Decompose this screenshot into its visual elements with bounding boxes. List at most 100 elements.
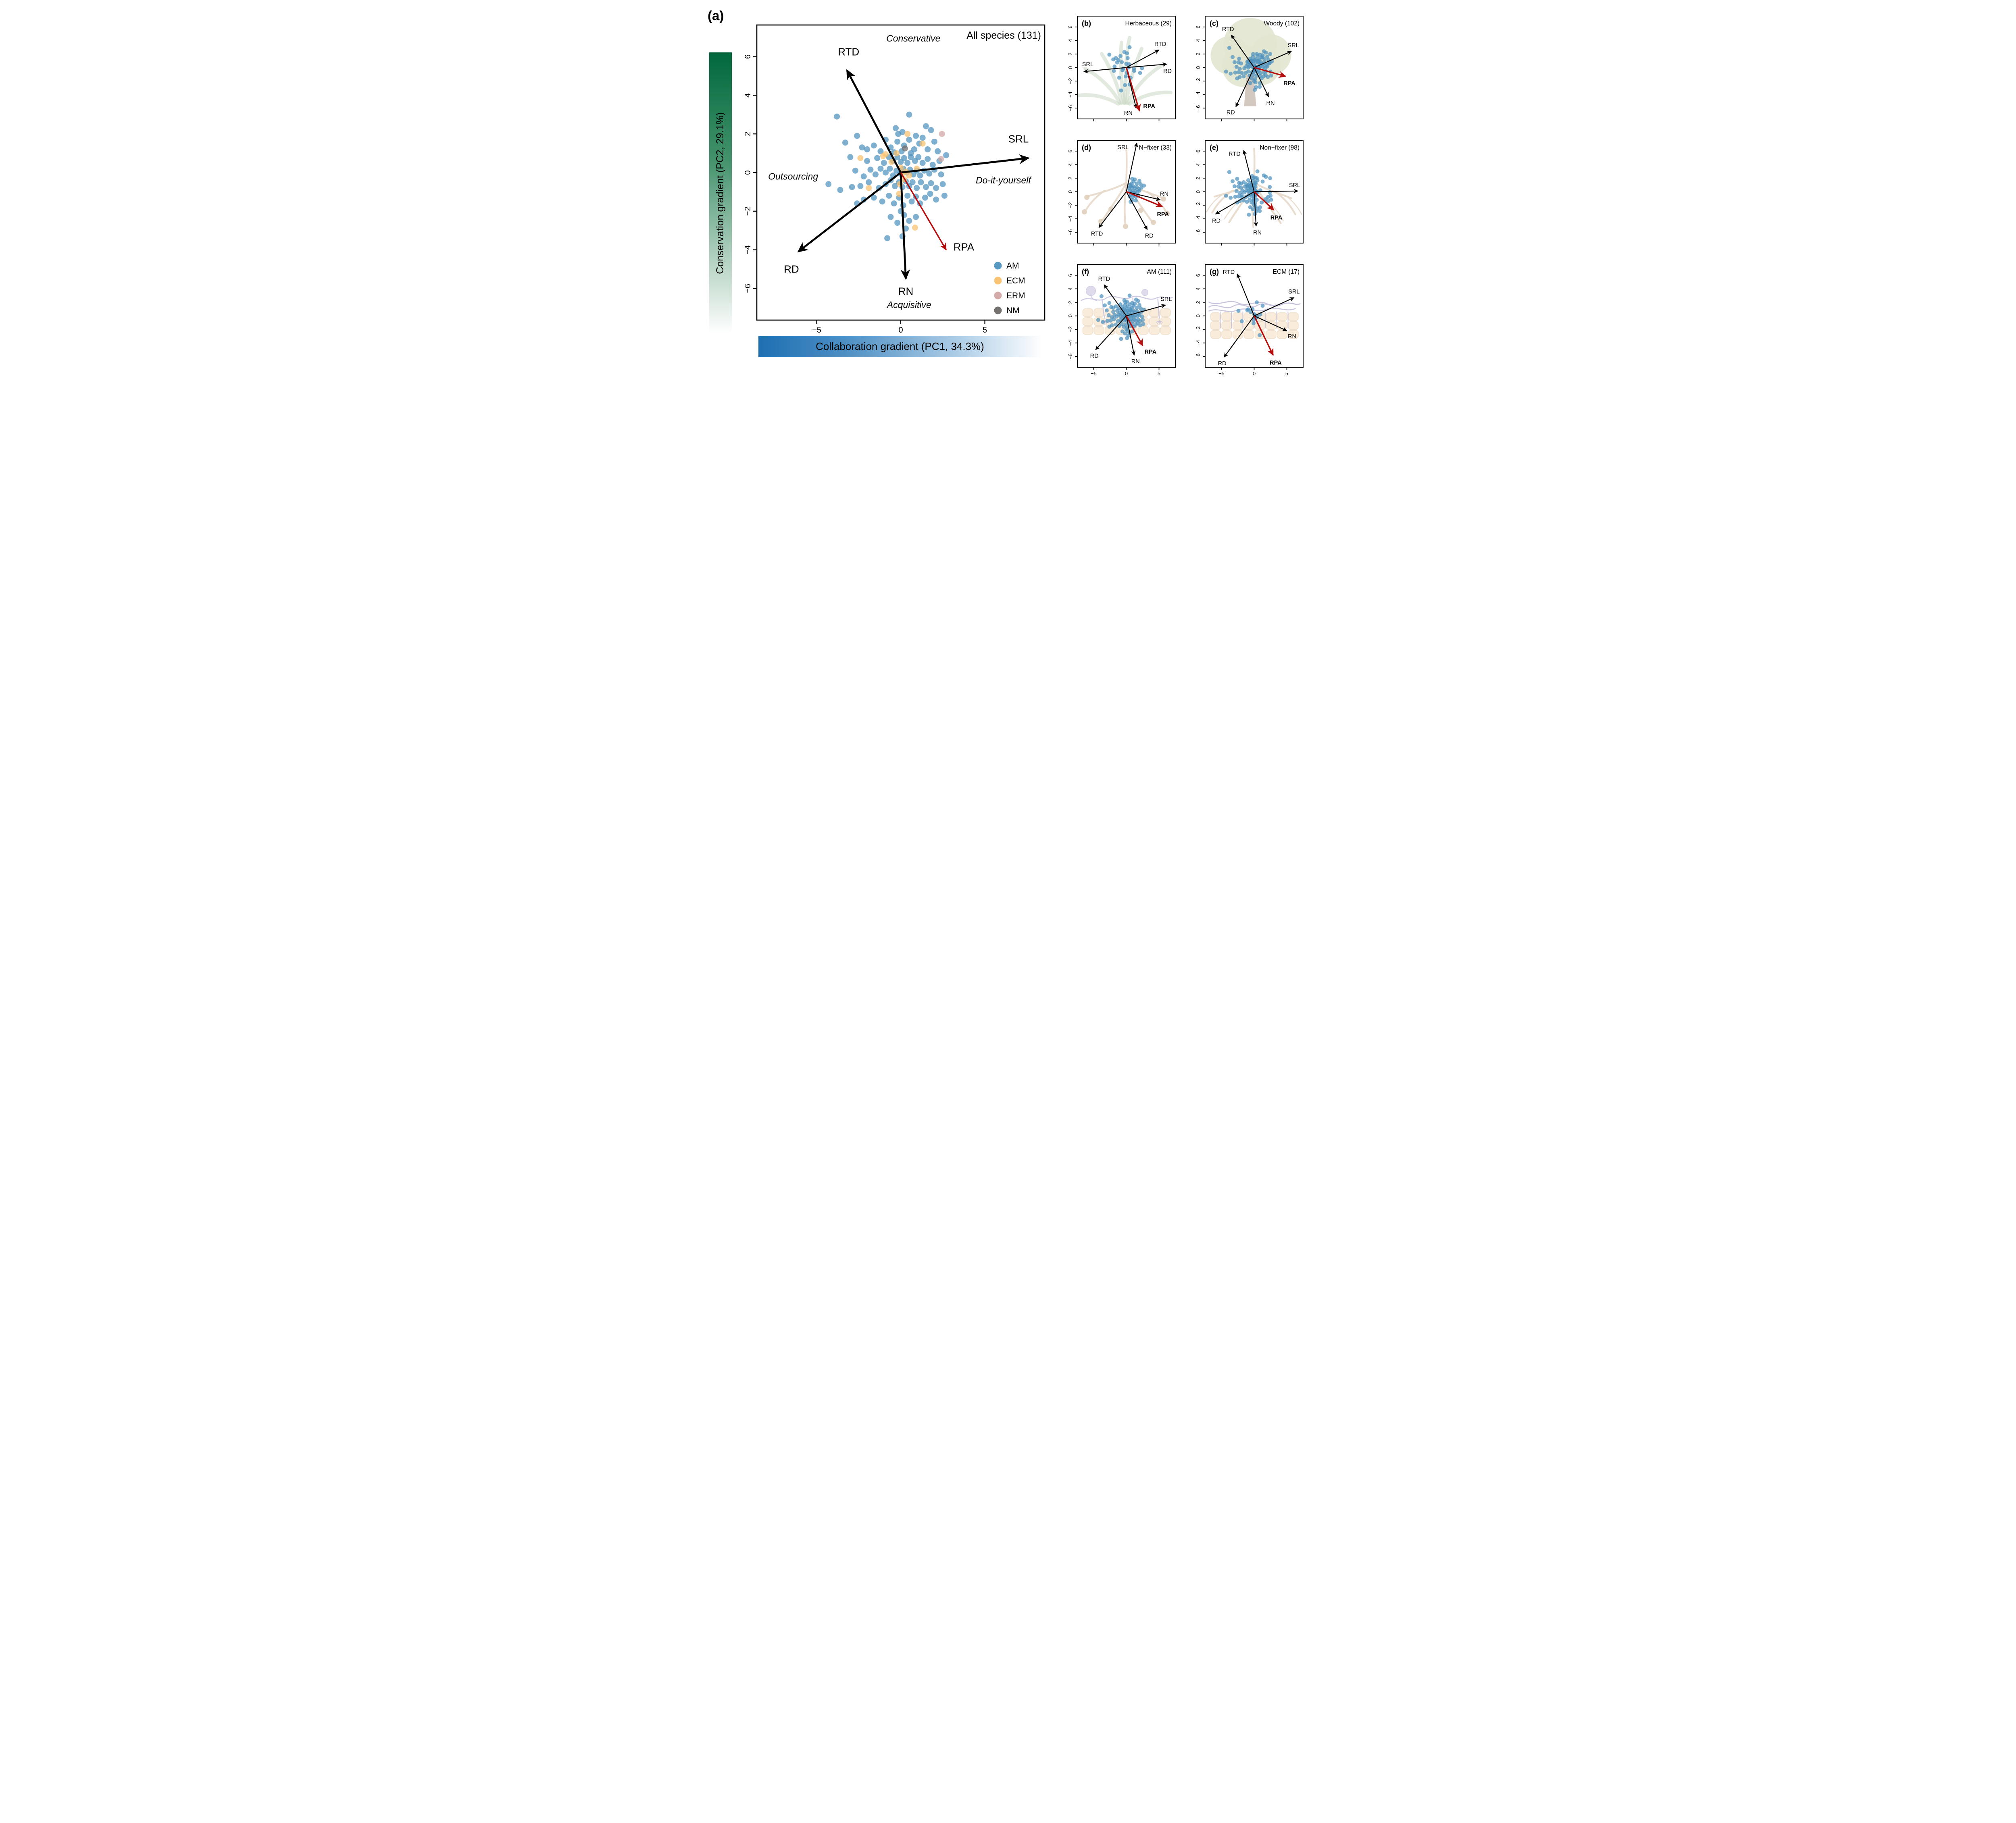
data-point	[1253, 184, 1258, 189]
legend-label-nm: NM	[1006, 306, 1020, 315]
data-point	[896, 191, 902, 197]
root-lateral	[1285, 195, 1302, 215]
data-point	[1120, 68, 1125, 73]
data-point	[1230, 55, 1235, 59]
data-point	[915, 154, 921, 160]
y-tick-label: −4	[1067, 92, 1073, 98]
y-tick-label: 6	[1195, 274, 1201, 277]
data-point	[912, 133, 919, 139]
arrow-label-rd: RD	[1212, 218, 1220, 225]
arrow-label-rn: RN	[898, 285, 913, 298]
data-point	[941, 192, 948, 199]
data-point	[1123, 300, 1127, 304]
y-tick-label: 6	[1067, 274, 1073, 277]
data-point	[1253, 80, 1258, 85]
root-nodule	[1150, 220, 1156, 225]
data-point	[1136, 299, 1140, 303]
root-cell	[1287, 321, 1299, 330]
root-cell	[1265, 330, 1277, 339]
data-point	[864, 158, 870, 164]
panel-title: Herbaceous (29)	[1125, 20, 1171, 27]
root-lateral	[1206, 194, 1223, 212]
data-point	[1115, 60, 1119, 65]
data-point	[1104, 308, 1109, 313]
y-tick-label: 4	[1067, 163, 1073, 166]
data-point	[1268, 194, 1272, 198]
root-nodule	[1160, 196, 1166, 202]
root-cell	[1277, 312, 1287, 321]
arrow-rd	[1095, 315, 1127, 350]
panel-d: SRL RN RTD RD RPA −6 −4 −2 0 2 4 6 (d) N−fixer (33)	[1067, 140, 1176, 246]
data-point	[923, 184, 929, 190]
panel-title: Woody (102)	[1264, 20, 1299, 27]
arrow-label-rd: RD	[1163, 68, 1172, 75]
data-point	[1267, 185, 1272, 189]
panels-group: RTD SRL RD RN RPA −6 −4 −2 0 2 4 6 −5 0 5 (a) All specie…	[708, 8, 1304, 377]
arrow-rd	[1215, 191, 1254, 214]
data-point	[919, 140, 926, 147]
arrow-label-rpa: RPA	[1270, 360, 1282, 366]
data-point	[1248, 62, 1253, 66]
arrow-rpa	[1253, 191, 1275, 211]
data-point	[904, 192, 910, 199]
data-point	[1123, 74, 1128, 79]
x-axis-c	[1221, 119, 1287, 121]
root-cell	[1210, 321, 1221, 330]
panel-d-plot-area	[1081, 148, 1170, 229]
data-point	[1252, 87, 1257, 92]
arrow-label-rtd: RTD	[1223, 269, 1235, 276]
root-nodule	[1084, 195, 1089, 200]
legend-swatch-am	[994, 262, 1002, 270]
data-point	[837, 187, 843, 193]
panel-letter: (g)	[1210, 268, 1219, 276]
y-tick-label: 0	[1195, 314, 1201, 317]
data-point	[1248, 186, 1253, 190]
legend-swatch-erm	[994, 291, 1002, 300]
y-tick-label: −2	[1067, 327, 1073, 333]
data-point	[1119, 60, 1124, 65]
data-point	[1237, 67, 1242, 71]
arrow-label-srl: SRL	[1287, 42, 1299, 49]
root-branch	[1274, 191, 1296, 215]
data-point	[879, 198, 885, 205]
arrow-srl	[1254, 51, 1292, 68]
root-cell	[1287, 312, 1299, 321]
data-point	[1107, 52, 1111, 57]
data-point	[906, 137, 912, 143]
am-hypha	[1157, 298, 1160, 319]
data-point	[1131, 179, 1135, 184]
root-branch	[1100, 182, 1127, 223]
data-point	[867, 166, 873, 173]
root-nodule	[1164, 211, 1170, 216]
y-tick-label: 0	[1195, 190, 1201, 193]
data-point	[842, 139, 848, 146]
arrow-rpa	[1253, 315, 1274, 356]
data-point	[1269, 73, 1273, 78]
data-point	[1236, 308, 1241, 313]
arrow-rtd	[1236, 273, 1255, 316]
panel-g-plot-area	[1208, 300, 1301, 339]
am-arbuscule	[1156, 320, 1163, 325]
x-axis-b	[1093, 119, 1159, 121]
panel-letter: (b)	[1082, 19, 1091, 27]
panel-title: N−fixer (33)	[1139, 144, 1171, 151]
data-point	[852, 167, 858, 174]
conservation-axis-label: Conservation gradient (PC2, 29.1%)	[714, 112, 726, 274]
grass-blade	[1127, 90, 1173, 106]
data-point	[908, 198, 915, 205]
data-point	[1127, 302, 1132, 306]
am-hypha	[1080, 296, 1173, 301]
data-point	[919, 135, 926, 141]
arrow-rpa	[900, 172, 947, 251]
root-branch	[1123, 182, 1127, 228]
arrow-label-rd: RD	[1226, 109, 1235, 116]
data-point	[1248, 81, 1252, 85]
data-point	[859, 144, 865, 151]
data-point	[1265, 64, 1269, 69]
panel-b: SRL RTD RD RN RPA −6 −4 −2 0 2 4 6 (b) Herbaceous (29…	[1067, 16, 1176, 121]
root-cell	[1137, 326, 1149, 335]
y-tick-label: −2	[1195, 202, 1201, 208]
y-tick-label: 6	[1067, 150, 1073, 152]
data-point	[1257, 209, 1262, 213]
y-tick-label: 4	[1195, 163, 1201, 166]
